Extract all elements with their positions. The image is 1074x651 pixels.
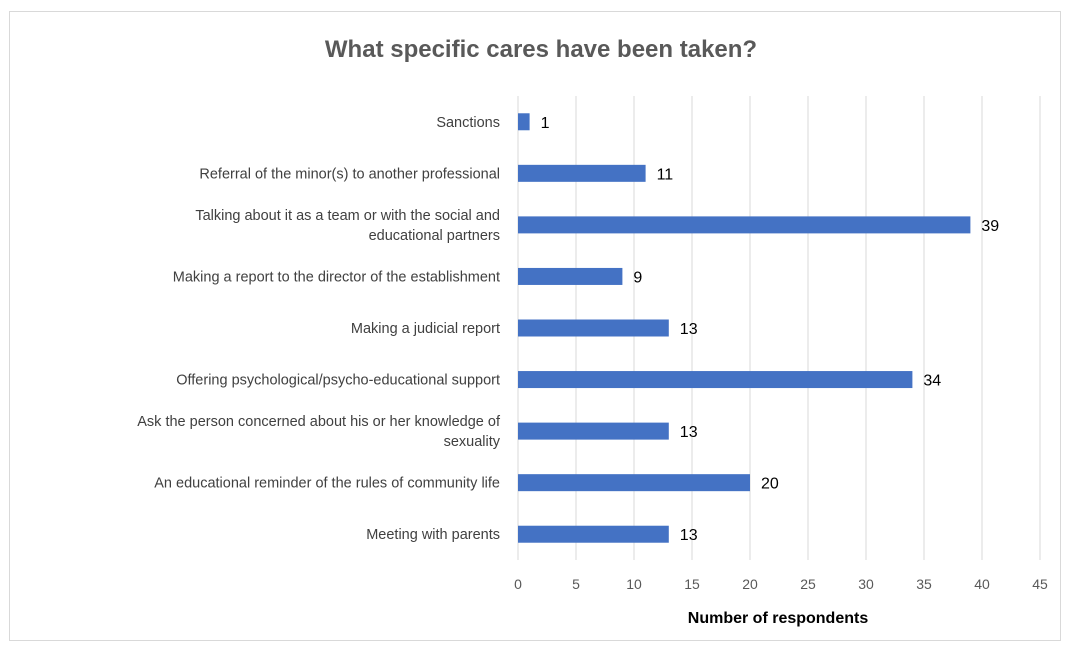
category-labels: Sanctions Referral of the minor(s) to ano… xyxy=(137,115,501,543)
category-label: educational partners xyxy=(369,228,500,244)
x-tick-label: 20 xyxy=(742,576,758,592)
x-axis-title: Number of respondents xyxy=(688,610,869,627)
category-label: An educational reminder of the rules of … xyxy=(154,476,500,492)
x-tick-labels: 0 5 10 15 20 25 30 35 40 45 xyxy=(514,576,1048,592)
category-label: Talking about it as a team or with the s… xyxy=(195,208,500,224)
category-label: Making a judicial report xyxy=(351,321,500,337)
x-tick-label: 0 xyxy=(514,576,522,592)
x-tick-label: 35 xyxy=(916,576,932,592)
bar xyxy=(518,371,913,389)
bar xyxy=(518,164,646,182)
data-label: 1 xyxy=(541,115,550,132)
data-label: 39 xyxy=(981,218,999,235)
x-tick-label: 25 xyxy=(800,576,816,592)
x-tick-label: 15 xyxy=(684,576,700,592)
bar xyxy=(518,422,669,440)
data-label: 9 xyxy=(633,269,642,286)
category-label: Offering psychological/psycho-educationa… xyxy=(176,373,500,389)
bar xyxy=(518,474,750,492)
chart-title: What specific cares have been taken? xyxy=(325,36,757,63)
x-tick-label: 40 xyxy=(974,576,990,592)
x-tick-label: 45 xyxy=(1032,576,1048,592)
category-label: Meeting with parents xyxy=(366,527,500,543)
x-tick-label: 30 xyxy=(858,576,874,592)
bars xyxy=(518,113,971,543)
category-label: Sanctions xyxy=(436,115,500,131)
bar xyxy=(518,216,971,234)
category-label: Ask the person concerned about his or he… xyxy=(137,414,501,430)
data-label: 13 xyxy=(680,424,698,441)
data-label: 13 xyxy=(680,527,698,544)
bar xyxy=(518,319,669,337)
x-tick-label: 10 xyxy=(626,576,642,592)
bar xyxy=(518,267,623,285)
data-label: 34 xyxy=(923,373,941,390)
data-label: 11 xyxy=(657,166,674,183)
data-label: 20 xyxy=(761,476,779,493)
bar xyxy=(518,525,669,543)
bar xyxy=(518,113,530,131)
category-label: sexuality xyxy=(444,434,501,450)
data-label: 13 xyxy=(680,321,698,338)
category-label: Referral of the minor(s) to another prof… xyxy=(199,166,500,182)
x-tick-label: 5 xyxy=(572,576,580,592)
category-label: Making a report to the director of the e… xyxy=(173,269,500,285)
